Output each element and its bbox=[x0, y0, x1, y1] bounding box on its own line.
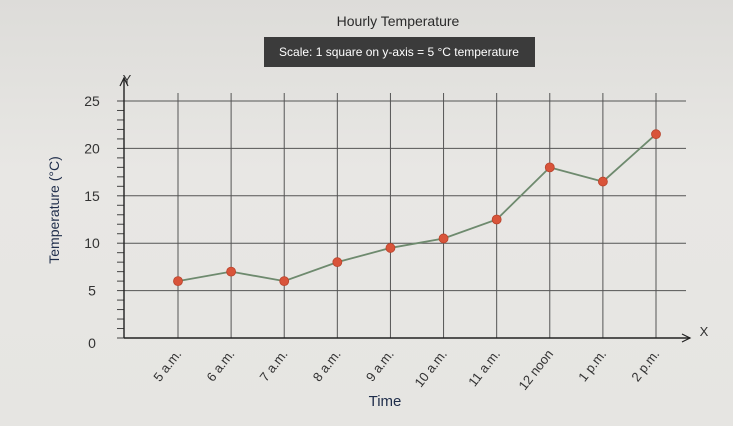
data-point bbox=[279, 276, 290, 287]
scale-note: Scale: 1 square on y-axis = 5 °C tempera… bbox=[279, 45, 519, 59]
y-axis-letter: Y bbox=[123, 72, 132, 87]
y-tick-label: 5 bbox=[88, 283, 96, 299]
y-tick-label: 15 bbox=[84, 188, 100, 204]
axes bbox=[117, 76, 692, 343]
data-point bbox=[491, 214, 502, 225]
series-line bbox=[177, 133, 657, 283]
x-axis-arrow bbox=[681, 333, 692, 343]
x-axis-label: Time bbox=[369, 393, 402, 410]
data-point bbox=[173, 276, 183, 287]
x-tick-label: 5 a.m. bbox=[150, 347, 184, 385]
y-axis-arrow bbox=[119, 76, 129, 87]
x-tick-label: 8 a.m. bbox=[310, 347, 344, 385]
x-tick-label: 7 a.m. bbox=[257, 347, 291, 385]
y-axis-label: Temperature (°C) bbox=[46, 156, 62, 264]
x-tick-label: 12 noon bbox=[515, 347, 556, 393]
chart-title: Hourly Temperature bbox=[337, 13, 460, 29]
series-temperature bbox=[173, 129, 661, 287]
x-axis-letter: X bbox=[700, 324, 709, 339]
grid bbox=[124, 93, 686, 338]
x-tick-label: 11 a.m. bbox=[465, 347, 503, 390]
x-tick-label: 9 a.m. bbox=[363, 347, 397, 385]
data-point bbox=[544, 162, 555, 173]
y-tick-label: 10 bbox=[84, 235, 100, 251]
data-point bbox=[332, 257, 343, 268]
scale-box bbox=[264, 37, 535, 67]
data-point bbox=[438, 233, 449, 244]
data-point bbox=[385, 243, 396, 253]
x-tick-labels: 5 a.m. 6 a.m. 7 a.m. 8 a.m. 9 a.m. 10 a.m. 11 … bbox=[150, 347, 662, 393]
y-tick-labels: 0 5 10 15 20 25 bbox=[84, 93, 100, 351]
x-tick-label: 2 p.m. bbox=[628, 347, 662, 385]
x-tick-label: 1 p.m. bbox=[575, 347, 609, 385]
data-point bbox=[226, 266, 237, 277]
x-tick-label: 6 a.m. bbox=[203, 347, 237, 385]
y-tick-label: 20 bbox=[84, 140, 100, 156]
data-point bbox=[651, 129, 661, 140]
y-tick-label: 25 bbox=[84, 93, 100, 109]
x-tick-label: 10 a.m. bbox=[411, 347, 450, 390]
y-tick-label: 0 bbox=[88, 335, 96, 351]
data-point bbox=[597, 176, 608, 187]
